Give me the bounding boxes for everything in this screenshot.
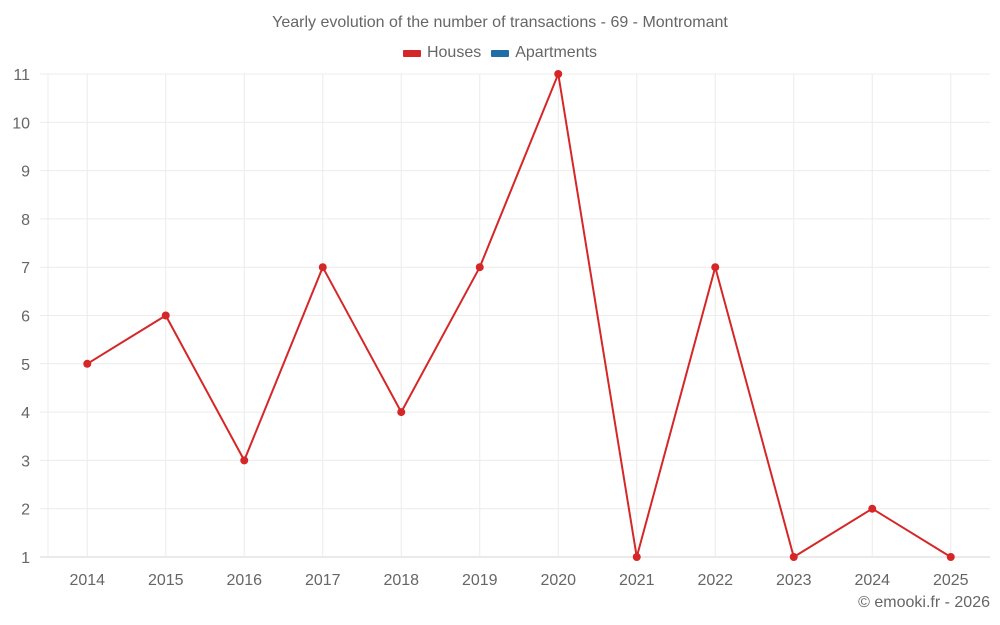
y-tick-label: 6 xyxy=(21,309,30,326)
data-point xyxy=(475,263,484,272)
x-tick-label: 2020 xyxy=(540,572,576,589)
y-tick-label: 7 xyxy=(21,260,30,277)
legend-item-apartments[interactable]: Apartments xyxy=(491,44,597,62)
x-tick-label: 2017 xyxy=(305,572,341,589)
x-tick-label: 2023 xyxy=(776,572,812,589)
x-tick-label: 2022 xyxy=(697,572,733,589)
y-tick-label: 10 xyxy=(12,115,30,132)
data-point xyxy=(946,553,955,561)
legend: Houses Apartments xyxy=(0,44,1000,62)
data-point xyxy=(711,263,720,272)
series-line-houses xyxy=(86,73,952,558)
data-point xyxy=(240,456,249,465)
data-point xyxy=(554,70,563,78)
legend-label-houses: Houses xyxy=(426,44,482,61)
houses-swatch-icon xyxy=(402,49,421,57)
chart-title: Yearly evolution of the number of transa… xyxy=(272,14,728,31)
x-tick-label: 2025 xyxy=(933,572,969,589)
y-tick-label: 5 xyxy=(21,357,30,374)
y-tick-label: 3 xyxy=(21,453,30,470)
legend-label-apartments: Apartments xyxy=(515,44,598,61)
x-tick-label: 2019 xyxy=(462,572,498,589)
x-tick-label: 2021 xyxy=(619,572,655,589)
data-point xyxy=(318,263,327,272)
x-tick-label: 2024 xyxy=(854,572,890,589)
data-point xyxy=(632,553,641,561)
data-point xyxy=(789,553,798,561)
data-point xyxy=(83,359,92,368)
x-tick-label: 2014 xyxy=(69,572,105,589)
y-tick-label: 11 xyxy=(13,67,30,84)
y-tick-label: 8 xyxy=(21,212,30,229)
x-tick-label: 2018 xyxy=(383,572,419,589)
y-tick-label: 1 xyxy=(21,550,30,567)
legend-item-houses[interactable]: Houses xyxy=(402,44,482,62)
x-tick-label: 2015 xyxy=(148,572,184,589)
y-tick-label: 2 xyxy=(21,502,30,519)
data-point xyxy=(397,408,406,417)
credit-text: © emooki.fr - 2026 xyxy=(858,594,990,611)
y-tick-label: 9 xyxy=(21,164,30,181)
y-tick-label: 4 xyxy=(21,405,30,422)
data-point xyxy=(161,311,170,320)
apartments-swatch-icon xyxy=(491,49,510,57)
data-point xyxy=(868,504,877,513)
x-tick-label: 2016 xyxy=(226,572,262,589)
